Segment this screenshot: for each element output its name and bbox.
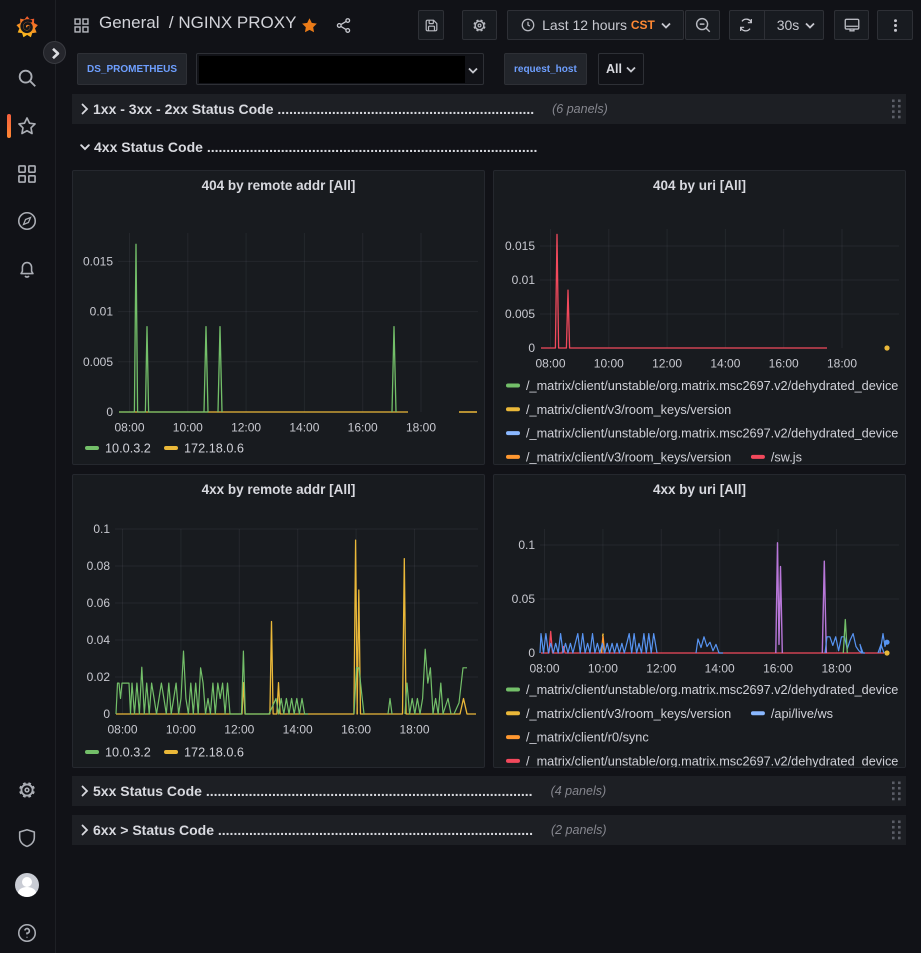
- svg-text:/_matrix/client/unstable/org.m: /_matrix/client/unstable/org.matrix.msc2…: [526, 754, 898, 767]
- svg-text:14:00: 14:00: [705, 662, 735, 676]
- svg-text:10:00: 10:00: [173, 421, 203, 435]
- svg-text:16:00: 16:00: [348, 421, 378, 435]
- svg-text:172.18.0.6: 172.18.0.6: [184, 746, 244, 760]
- svg-text:/_matrix/client/r0/sync: /_matrix/client/r0/sync: [526, 731, 649, 745]
- svg-text:10.0.3.2: 10.0.3.2: [105, 746, 151, 760]
- svg-text:0: 0: [106, 405, 113, 419]
- svg-text:/sw.js: /sw.js: [771, 450, 802, 464]
- svg-text:0.05: 0.05: [512, 592, 536, 606]
- svg-text:/_matrix/client/v3/room_keys/v: /_matrix/client/v3/room_keys/version: [526, 707, 731, 721]
- svg-text:0.1: 0.1: [518, 538, 535, 552]
- svg-text:18:00: 18:00: [399, 723, 429, 737]
- svg-text:0.015: 0.015: [83, 254, 113, 268]
- svg-text:10:00: 10:00: [166, 723, 196, 737]
- svg-text:16:00: 16:00: [769, 357, 799, 371]
- svg-text:0.08: 0.08: [87, 559, 111, 573]
- svg-text:08:00: 08:00: [535, 357, 565, 371]
- svg-text:12:00: 12:00: [652, 357, 682, 371]
- svg-text:0.015: 0.015: [505, 239, 535, 253]
- svg-text:/_matrix/client/v3/room_keys/v: /_matrix/client/v3/room_keys/version: [526, 450, 731, 464]
- svg-text:08:00: 08:00: [114, 421, 144, 435]
- svg-text:18:00: 18:00: [827, 357, 857, 371]
- svg-text:/api/live/ws: /api/live/ws: [771, 707, 833, 721]
- svg-text:10:00: 10:00: [594, 357, 624, 371]
- svg-text:10.0.3.2: 10.0.3.2: [105, 442, 151, 456]
- svg-text:14:00: 14:00: [283, 723, 313, 737]
- svg-text:/_matrix/client/unstable/org.m: /_matrix/client/unstable/org.matrix.msc2…: [526, 379, 898, 393]
- svg-text:0.005: 0.005: [505, 307, 535, 321]
- svg-text:14:00: 14:00: [289, 421, 319, 435]
- svg-text:08:00: 08:00: [529, 662, 559, 676]
- svg-text:/_matrix/client/v3/room_keys/v: /_matrix/client/v3/room_keys/version: [526, 403, 731, 417]
- svg-text:0.01: 0.01: [90, 305, 114, 319]
- svg-text:12:00: 12:00: [646, 662, 676, 676]
- svg-text:12:00: 12:00: [231, 421, 261, 435]
- svg-text:0: 0: [528, 646, 535, 660]
- svg-text:10:00: 10:00: [588, 662, 618, 676]
- svg-text:18:00: 18:00: [821, 662, 851, 676]
- svg-text:16:00: 16:00: [763, 662, 793, 676]
- svg-text:172.18.0.6: 172.18.0.6: [184, 442, 244, 456]
- svg-text:0.02: 0.02: [87, 670, 111, 684]
- svg-text:0.01: 0.01: [512, 273, 536, 287]
- svg-text:16:00: 16:00: [341, 723, 371, 737]
- svg-text:12:00: 12:00: [224, 723, 254, 737]
- svg-text:0: 0: [528, 341, 535, 355]
- svg-text:0.1: 0.1: [93, 522, 110, 536]
- svg-text:14:00: 14:00: [710, 357, 740, 371]
- svg-text:18:00: 18:00: [406, 421, 436, 435]
- svg-text:/_matrix/client/unstable/org.m: /_matrix/client/unstable/org.matrix.msc2…: [526, 427, 898, 441]
- svg-text:/_matrix/client/unstable/org.m: /_matrix/client/unstable/org.matrix.msc2…: [526, 683, 898, 697]
- svg-text:0.06: 0.06: [87, 596, 111, 610]
- svg-text:0: 0: [103, 707, 110, 721]
- svg-text:0.005: 0.005: [83, 355, 113, 369]
- svg-text:08:00: 08:00: [107, 723, 137, 737]
- svg-text:0.04: 0.04: [87, 633, 111, 647]
